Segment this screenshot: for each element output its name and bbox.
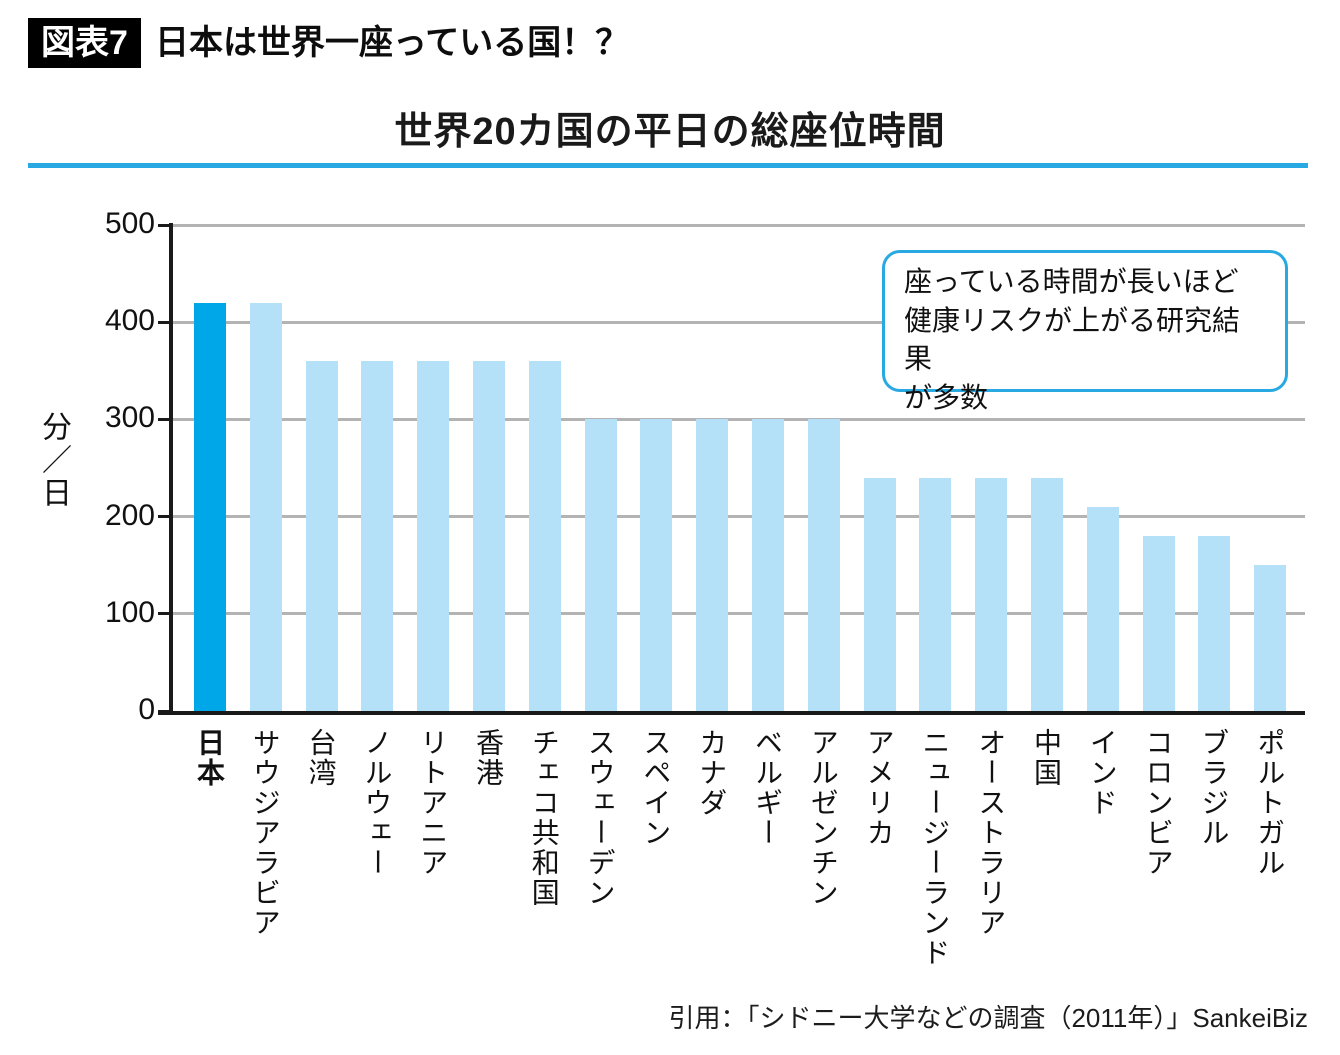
bar-label-4: ノルウェー <box>361 728 393 878</box>
y-tick-label-200: 200 <box>104 498 155 532</box>
bar-20 <box>1254 565 1287 711</box>
citation-text: 引用：「シドニー大学などの調査（2011年）」SankeiBiz <box>668 1003 1308 1033</box>
x-axis-line <box>158 711 1305 715</box>
y-tick-label-100: 100 <box>104 595 155 629</box>
bar-8 <box>584 419 617 711</box>
bar-16 <box>1031 477 1063 711</box>
chart-title: 世界20カ国の平日の総座位時間 <box>394 111 946 153</box>
gridline-500 <box>173 223 1305 227</box>
bar-5 <box>417 361 450 711</box>
bar-label-15: オーストラリア <box>975 728 1007 938</box>
y-tick-500 <box>158 223 173 227</box>
bar-1 <box>194 302 226 711</box>
y-tick-label-300: 300 <box>104 401 155 435</box>
bar-18 <box>1142 536 1175 711</box>
bar-3 <box>305 361 338 711</box>
bar-17 <box>1086 506 1119 711</box>
bar-label-18: コロンビア <box>1142 728 1174 878</box>
bar-label-7: チェコ共和国 <box>528 728 560 908</box>
bar-2 <box>249 302 282 711</box>
bar-13 <box>863 477 896 711</box>
y-tick-label-400: 400 <box>104 304 155 338</box>
title-underline <box>28 163 1308 168</box>
y-tick-label-0: 0 <box>138 693 155 726</box>
bar-10 <box>696 419 729 711</box>
bar-15 <box>975 477 1008 711</box>
y-tick-100 <box>158 612 173 616</box>
bar-label-16: 中国 <box>1031 728 1062 788</box>
figure-badge: 図表7 <box>28 18 141 68</box>
gridline-400 <box>173 320 1305 324</box>
y-tick-400 <box>158 320 173 324</box>
bar-label-9: スペイン <box>640 728 672 848</box>
bar-label-10: カナダ <box>696 728 728 818</box>
y-axis-label: 分／日 <box>37 411 70 510</box>
y-axis-line <box>169 223 173 715</box>
bar-label-20: ポルトガル <box>1254 728 1286 878</box>
bar-label-17: インド <box>1086 728 1118 818</box>
bar-14 <box>919 477 952 711</box>
figure-heading: 日本は世界一座っている国！？ <box>155 24 630 62</box>
bar-11 <box>752 419 784 711</box>
annotation-box: 座っている時間が長いほど 健康リスクが上がる研究結果 が多数 <box>882 250 1288 413</box>
gridline-100 <box>173 612 1305 616</box>
bar-label-2: サウジアラビア <box>249 728 281 938</box>
bar-7 <box>528 361 561 711</box>
bar-label-11: ベルギー <box>752 728 783 848</box>
gridline-200 <box>173 515 1305 519</box>
bar-label-6: 香港 <box>473 728 504 788</box>
bar-9 <box>640 419 673 711</box>
bar-label-1: 日本 <box>194 728 225 788</box>
bar-label-14: ニュージーランド <box>919 728 951 968</box>
bar-label-13: アメリカ <box>863 728 895 848</box>
y-tick-label-500: 500 <box>104 207 155 240</box>
y-tick-300 <box>158 417 173 421</box>
bar-label-8: スウェーデン <box>584 728 616 908</box>
bar-4 <box>361 361 394 711</box>
bar-19 <box>1198 536 1231 711</box>
bar-label-12: アルゼンチン <box>807 728 839 908</box>
bar-6 <box>473 361 505 711</box>
bar-label-3: 台湾 <box>305 728 337 788</box>
bar-label-19: ブラジル <box>1198 728 1230 848</box>
bar-12 <box>807 419 840 711</box>
bar-label-5: リトアニア <box>417 728 449 878</box>
y-tick-200 <box>158 515 173 519</box>
gridline-300 <box>173 417 1305 421</box>
